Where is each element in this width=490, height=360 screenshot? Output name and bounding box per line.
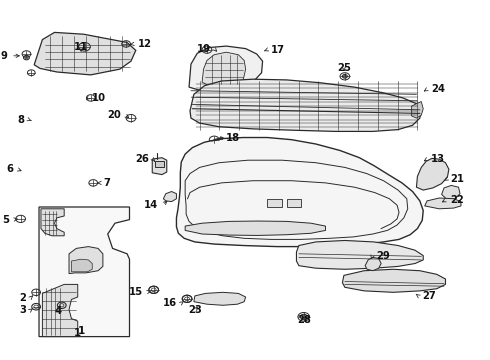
Bar (155, 161, 164, 167)
Text: 10: 10 (92, 93, 106, 103)
Text: 3: 3 (20, 305, 26, 315)
Polygon shape (343, 269, 445, 292)
Bar (287, 199, 301, 207)
Text: 9: 9 (0, 51, 7, 61)
Polygon shape (202, 52, 245, 87)
Text: 6: 6 (6, 164, 13, 174)
Polygon shape (296, 240, 423, 269)
Text: 15: 15 (128, 287, 143, 297)
Polygon shape (365, 257, 381, 271)
Text: 28: 28 (297, 315, 311, 325)
Polygon shape (41, 209, 64, 236)
Text: 16: 16 (163, 298, 177, 308)
Text: 23: 23 (188, 305, 202, 315)
Polygon shape (176, 138, 423, 247)
Text: 1: 1 (74, 328, 81, 338)
Polygon shape (43, 284, 78, 337)
Bar (268, 199, 282, 207)
Polygon shape (152, 158, 167, 175)
Text: 17: 17 (271, 45, 285, 55)
Text: 20: 20 (107, 110, 122, 120)
Polygon shape (69, 247, 103, 274)
Text: 13: 13 (431, 154, 445, 164)
Polygon shape (425, 198, 461, 209)
Polygon shape (185, 221, 325, 235)
Polygon shape (412, 102, 423, 118)
Text: 21: 21 (450, 174, 465, 184)
Polygon shape (34, 32, 136, 75)
Text: 1: 1 (77, 326, 85, 336)
Text: 11: 11 (74, 42, 88, 52)
Text: 4: 4 (55, 306, 62, 316)
Polygon shape (189, 46, 263, 91)
Text: 12: 12 (138, 39, 152, 49)
Polygon shape (190, 79, 421, 131)
Text: 25: 25 (337, 63, 351, 73)
Polygon shape (39, 207, 129, 337)
Text: 19: 19 (196, 44, 210, 54)
Text: 8: 8 (18, 114, 24, 125)
Text: 7: 7 (104, 178, 111, 188)
Text: 27: 27 (422, 291, 436, 301)
Text: 2: 2 (20, 293, 26, 303)
Text: 5: 5 (2, 215, 9, 225)
Text: 26: 26 (135, 154, 149, 164)
Polygon shape (163, 192, 176, 202)
Polygon shape (72, 259, 92, 272)
Polygon shape (441, 185, 460, 200)
Text: 24: 24 (431, 84, 445, 94)
Text: 18: 18 (226, 132, 241, 143)
Text: 14: 14 (144, 200, 159, 210)
Text: 29: 29 (376, 251, 390, 261)
Polygon shape (416, 158, 449, 190)
Text: 22: 22 (450, 195, 464, 205)
Polygon shape (194, 292, 245, 305)
